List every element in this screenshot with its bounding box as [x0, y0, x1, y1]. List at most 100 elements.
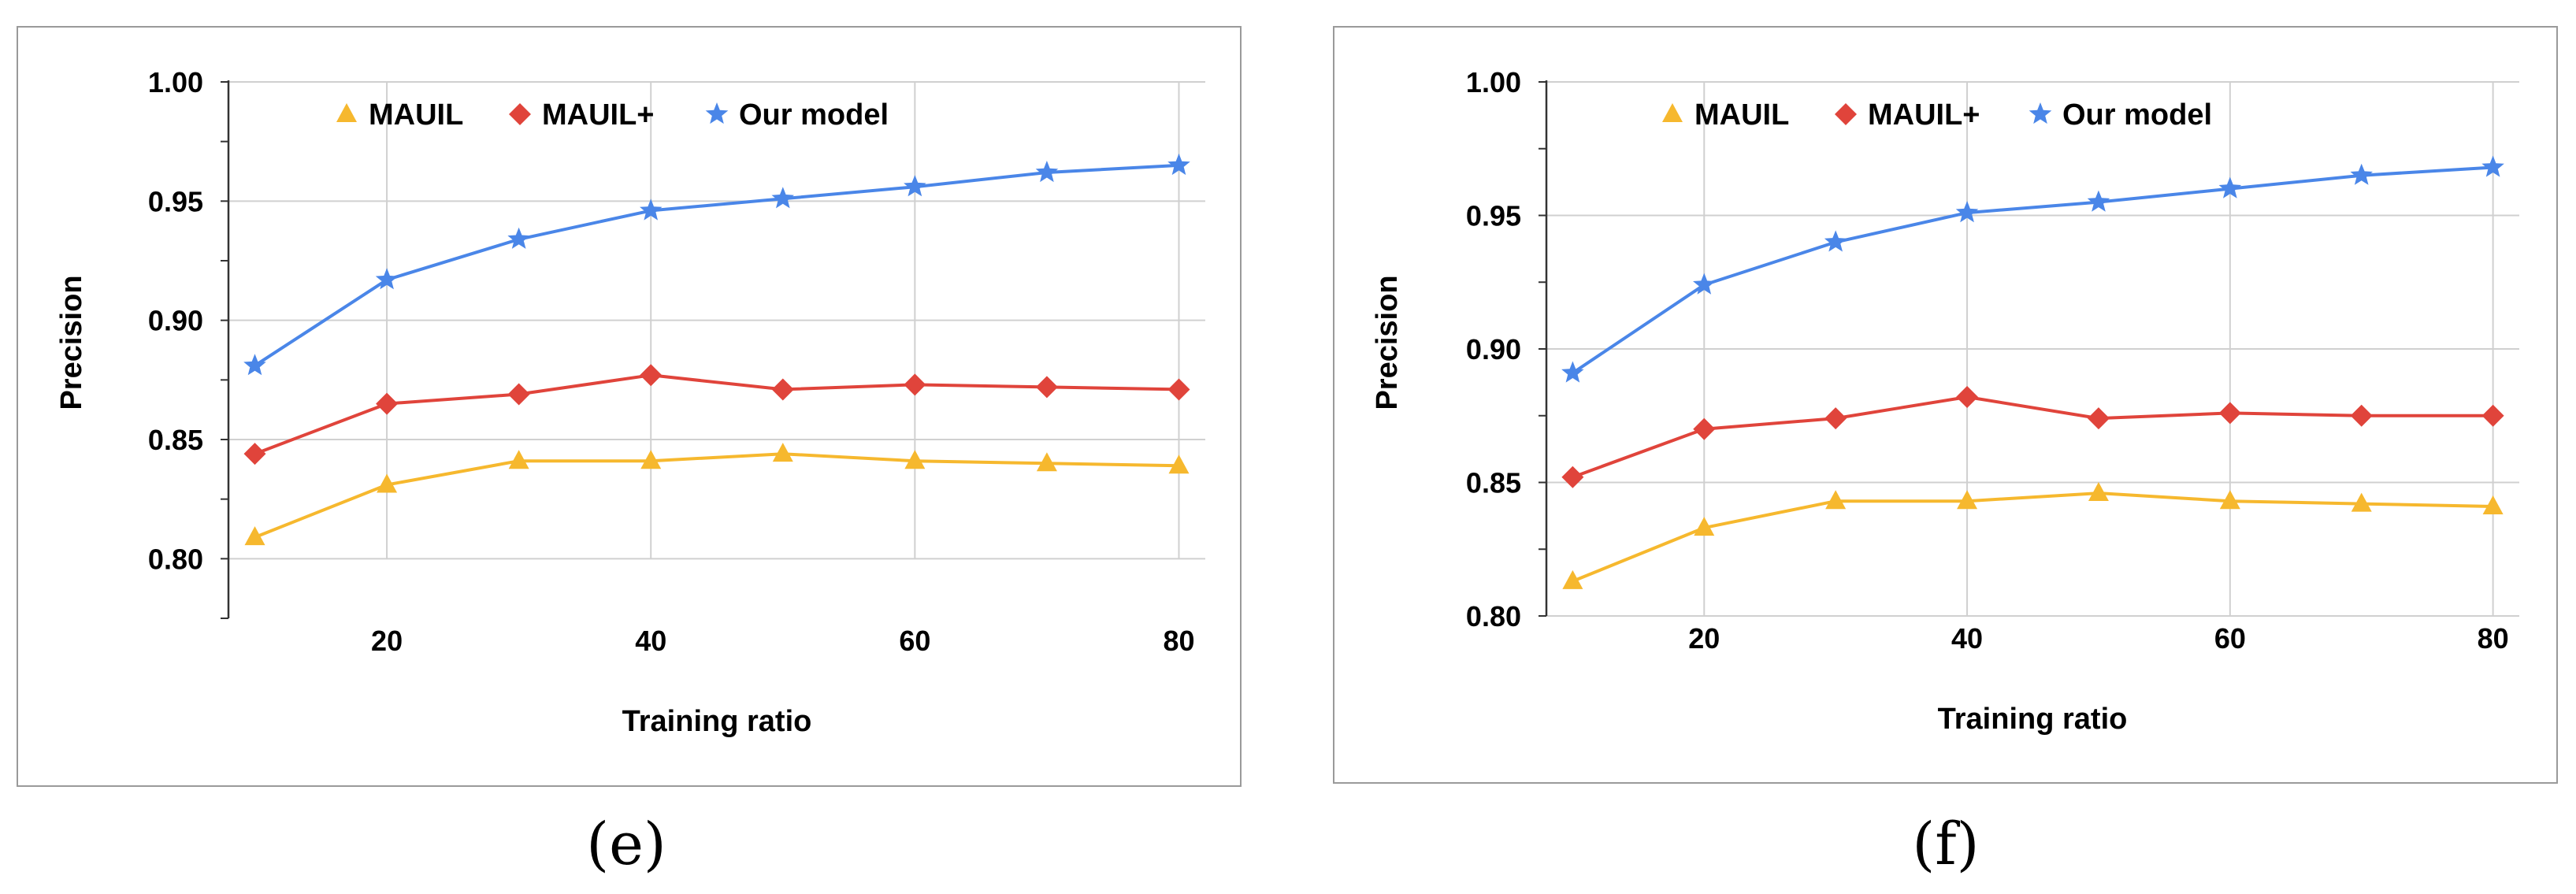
- chart-f-data-point: [1955, 201, 1979, 223]
- chart-f-legend-entry: MAUIL: [1662, 98, 1789, 132]
- chart-e-series-line: [254, 452, 1179, 539]
- chart-f-legend-marker: [1835, 103, 1857, 125]
- chart-f-legend-label: Our model: [2062, 98, 2212, 132]
- chart-e-data-point: [507, 383, 530, 406]
- chart-e-data-point: [1167, 378, 1190, 401]
- chart-e-data-point: [377, 473, 398, 493]
- chart-f-data-point: [1561, 361, 1584, 383]
- chart-e-data-point: [772, 443, 793, 462]
- chart-f-data-point: [2088, 482, 2109, 502]
- chart-e-series-line: [254, 373, 1179, 456]
- chart-e-data-point: [507, 227, 530, 249]
- chart-f-data-point: [1562, 569, 1583, 589]
- chart-e-data-point: [640, 450, 662, 469]
- chart-e-xtick-label: 80: [1163, 625, 1194, 657]
- chart-f-legend-label: MAUIL+: [1868, 98, 1980, 132]
- chart-e-frame: [17, 26, 1242, 787]
- chart-e-ytick-label: 1.00: [148, 66, 203, 98]
- chart-f-ytick-label: 0.85: [1466, 467, 1521, 499]
- chart-f-data-point: [2218, 402, 2241, 425]
- chart-f-data-point: [1693, 417, 1716, 440]
- chart-f-legend-marker: [1662, 103, 1683, 122]
- chart-e-legend-entry: MAUIL+: [509, 98, 655, 132]
- chart-e-legend-entry: MAUIL: [336, 98, 463, 132]
- chart-e-data-point: [1036, 452, 1057, 472]
- chart-f-ylabel: Precision: [1371, 275, 1404, 410]
- chart-e-data-point: [771, 187, 794, 209]
- chart-f-data-point: [1694, 517, 1715, 536]
- chart-e-data-point: [1168, 454, 1190, 474]
- chart-e-data-point: [1035, 161, 1059, 183]
- chart-e-caption: (e): [586, 811, 666, 878]
- chart-e-ytick-label: 0.90: [148, 305, 203, 337]
- chart-f-data-point: [2350, 163, 2373, 185]
- chart-f-legend-entry: Our model: [2029, 98, 2212, 132]
- chart-f-data-point: [2481, 404, 2504, 427]
- chart-e-data-point: [1035, 376, 1058, 399]
- chart-f-legend-label: MAUIL: [1694, 98, 1789, 132]
- chart-panel-f: 0.80 0.85 0.90 0.95 1.00 20 40 60 80 Precision Tra…: [1288, 0, 2576, 894]
- chart-e-ytick-label: 0.95: [148, 185, 203, 217]
- chart-f-legend-entry: MAUIL+: [1835, 98, 1980, 132]
- chart-e-legend-label: MAUIL: [369, 98, 463, 132]
- chart-f-data-point: [2087, 190, 2110, 212]
- chart-f-series-line: [1572, 395, 2493, 479]
- chart-e-series-triangle: [244, 443, 1190, 546]
- chart-f-data-point: [2219, 490, 2240, 510]
- chart-e-xtick-label: 20: [371, 625, 403, 657]
- chart-e-data-point: [1167, 153, 1190, 176]
- chart-f-ytick-label: 0.90: [1466, 333, 1521, 365]
- chart-e-legend-label: MAUIL+: [542, 98, 655, 132]
- chart-e-legend-marker: [705, 102, 729, 124]
- chart-f-ytick-label: 1.00: [1466, 66, 1521, 98]
- chart-e-data-point: [508, 450, 529, 469]
- chart-e-data-point: [640, 364, 663, 387]
- chart-f-data-point: [2350, 404, 2373, 427]
- chart-e-data-point: [904, 175, 926, 197]
- chart-f-xtick-label: 80: [2478, 622, 2509, 655]
- chart-f-svg: 0.80 0.85 0.90 0.95 1.00 20 40 60 80 Precision Tra…: [1333, 26, 2558, 784]
- chart-e-data-point: [771, 378, 794, 401]
- chart-f-data-point: [2218, 176, 2242, 198]
- chart-e-xlabel: Training ratio: [622, 705, 812, 738]
- chart-f-ytick-label: 0.80: [1466, 600, 1521, 632]
- chart-e-legend-marker: [336, 103, 357, 122]
- chart-e-xtick-label: 40: [635, 625, 666, 657]
- chart-f-data-point: [1561, 466, 1584, 488]
- chart-e-data-point: [375, 268, 399, 290]
- chart-panel-e: 0.80 0.85 0.90 0.95 1.00 20 40 60 80 Precision Tra…: [17, 26, 1242, 878]
- chart-f-data-point: [1693, 273, 1716, 295]
- chart-f-xtick-label: 60: [2214, 622, 2246, 655]
- chart-e-legend-label: Our model: [739, 98, 889, 132]
- chart-e-series-star: [243, 153, 1190, 376]
- chart-e-data-point: [904, 373, 926, 396]
- chart-e-legend-marker: [509, 103, 531, 125]
- chart-e-data-point: [376, 392, 399, 415]
- chart-f-caption: (f): [1912, 811, 1980, 878]
- chart-e-data-point: [640, 198, 663, 221]
- chart-f-series-diamond: [1561, 386, 2504, 488]
- chart-f-ytick-label: 0.95: [1466, 200, 1521, 232]
- chart-e-data-point: [904, 450, 926, 469]
- chart-e-data-point: [243, 443, 266, 466]
- chart-e-data-point: [244, 526, 265, 546]
- chart-f-data-point: [2482, 495, 2504, 515]
- chart-e-ytick-label: 0.80: [148, 543, 203, 575]
- chart-f-series-line: [1572, 492, 2493, 583]
- chart-f-legend-marker: [2029, 102, 2052, 124]
- chart-e-svg: 0.80 0.85 0.90 0.95 1.00 20 40 60 80 Precision Tra…: [17, 26, 1242, 787]
- chart-f-xlabel: Training ratio: [1938, 703, 2128, 736]
- chart-e-legend-entry: Our model: [705, 98, 889, 132]
- chart-e-series-diamond: [243, 364, 1190, 466]
- chart-f-data-point: [1825, 490, 1847, 510]
- chart-f-xtick-label: 20: [1688, 622, 1720, 655]
- chart-e-xtick-label: 60: [899, 625, 930, 657]
- chart-f-xtick-label: 40: [1951, 622, 1983, 655]
- chart-e-series-line: [254, 163, 1179, 367]
- chart-e-data-point: [243, 354, 266, 376]
- chart-f-data-point: [1824, 407, 1847, 430]
- chart-f-data-point: [1957, 490, 1978, 510]
- chart-e-ytick-label: 0.85: [148, 424, 203, 456]
- chart-e-ylabel: Precision: [55, 275, 88, 410]
- chart-f-data-point: [2351, 492, 2372, 512]
